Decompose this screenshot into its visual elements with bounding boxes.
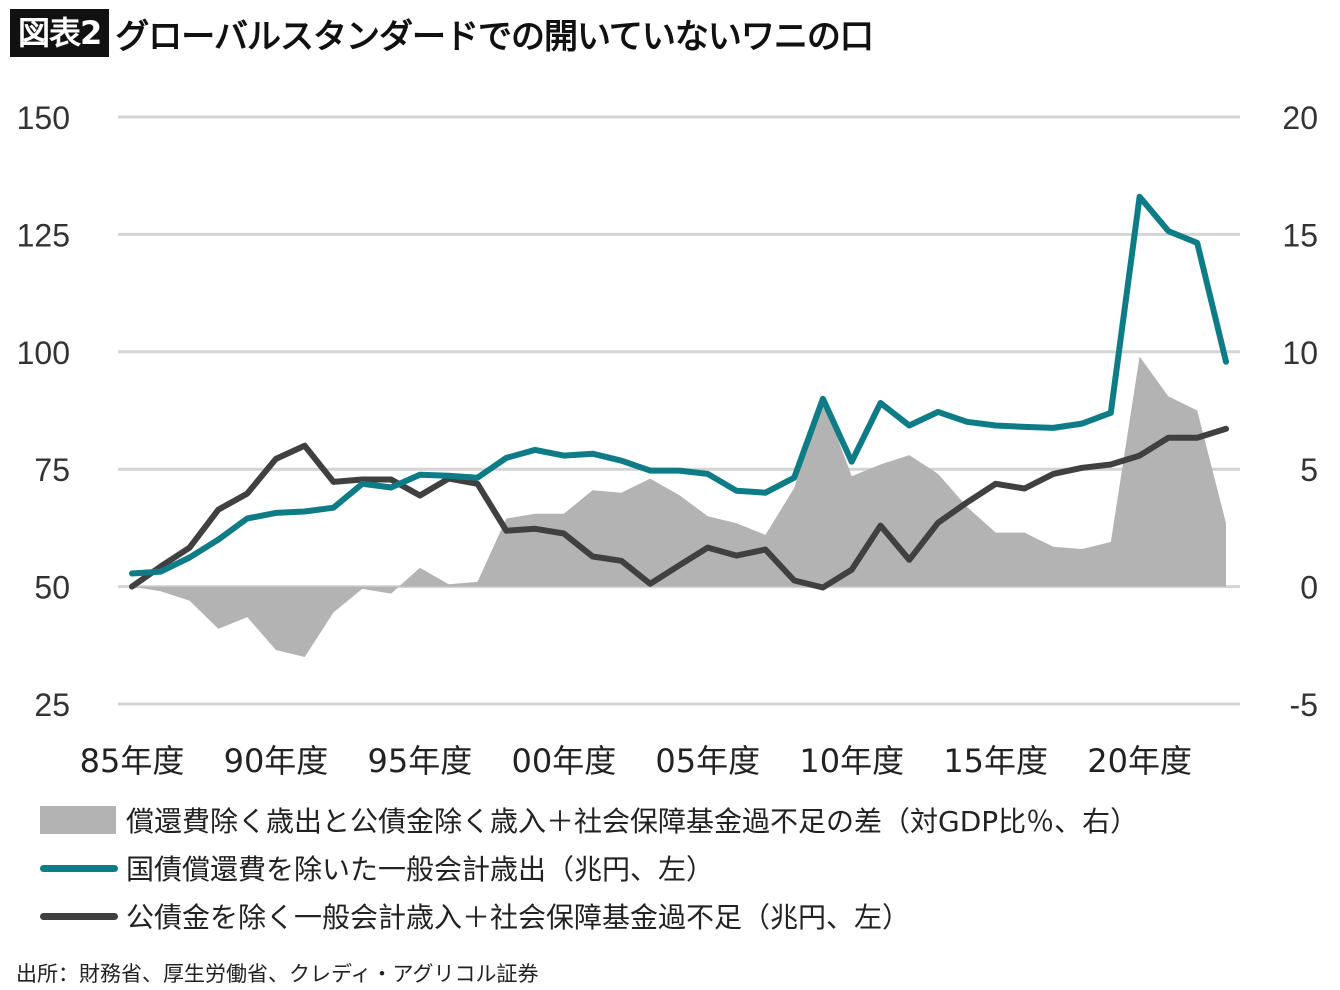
right-tick-label: -5: [1290, 687, 1318, 723]
gap-area: [132, 356, 1226, 657]
chart-title: 図表2 グローバルスタンダードでの開いていないワニの口: [10, 8, 874, 58]
x-tick-label: 20年度: [1087, 742, 1192, 780]
x-tick-label: 90年度: [224, 742, 329, 780]
legend-swatch-teal-line: [40, 864, 118, 872]
legend-label: 公債金を除く一般会計歳入＋社会保障基金過不足（兆円、左）: [126, 901, 911, 934]
legend-label: 国債償還費を除いた一般会計歳出（兆円、左）: [126, 853, 715, 886]
left-tick-label: 150: [17, 100, 70, 136]
x-tick-label: 95年度: [368, 742, 473, 780]
legend: 償還費除く歳出と公債金除く歳入＋社会保障基金過不足の差（対GDP比％、右） 国債…: [40, 796, 1138, 940]
left-tick-label: 125: [17, 217, 70, 253]
legend-swatch-dark-line: [40, 912, 118, 920]
legend-item-revenue: 公債金を除く一般会計歳入＋社会保障基金過不足（兆円、左）: [40, 892, 1138, 940]
right-tick-label: 10: [1282, 335, 1318, 371]
x-tick-label: 00年度: [511, 742, 616, 780]
legend-swatch-area: [40, 806, 116, 834]
right-tick-label: 0: [1300, 570, 1318, 606]
legend-item-gap: 償還費除く歳出と公債金除く歳入＋社会保障基金過不足の差（対GDP比％、右）: [40, 796, 1138, 844]
x-axis-ticks: 85年度 90年度 95年度 00年度 05年度 10年度 15年度 20年度: [80, 742, 1192, 780]
x-tick-label: 10年度: [799, 742, 904, 780]
line-series: [129, 193, 1229, 591]
x-tick-label: 15年度: [943, 742, 1048, 780]
gap-area-series: [131, 356, 1227, 658]
left-tick-label: 25: [34, 687, 70, 723]
right-axis-ticks: 20 15 10 5 0 -5: [1282, 100, 1318, 723]
left-axis-ticks: 150 125 100 75 50 25: [17, 100, 70, 723]
left-tick-label: 75: [34, 452, 70, 488]
title-text: グローバルスタンダードでの開いていないワニの口: [115, 16, 874, 57]
legend-item-expenditure: 国債償還費を除いた一般会計歳出（兆円、左）: [40, 844, 1138, 892]
right-tick-label: 20: [1282, 100, 1318, 136]
x-tick-label: 85年度: [80, 742, 185, 780]
source-note: 出所：財務省、厚生労働省、クレディ・アグリコル証券: [16, 962, 539, 986]
left-tick-label: 100: [17, 335, 70, 371]
revenue-line: [129, 425, 1229, 591]
right-tick-label: 15: [1282, 217, 1318, 253]
right-tick-label: 5: [1300, 452, 1318, 488]
x-tick-label: 05年度: [655, 742, 760, 780]
figure-badge: 図表2: [10, 9, 110, 57]
left-tick-label: 50: [34, 570, 70, 606]
legend-label: 償還費除く歳出と公債金除く歳入＋社会保障基金過不足の差（対GDP比％、右）: [126, 805, 1139, 838]
